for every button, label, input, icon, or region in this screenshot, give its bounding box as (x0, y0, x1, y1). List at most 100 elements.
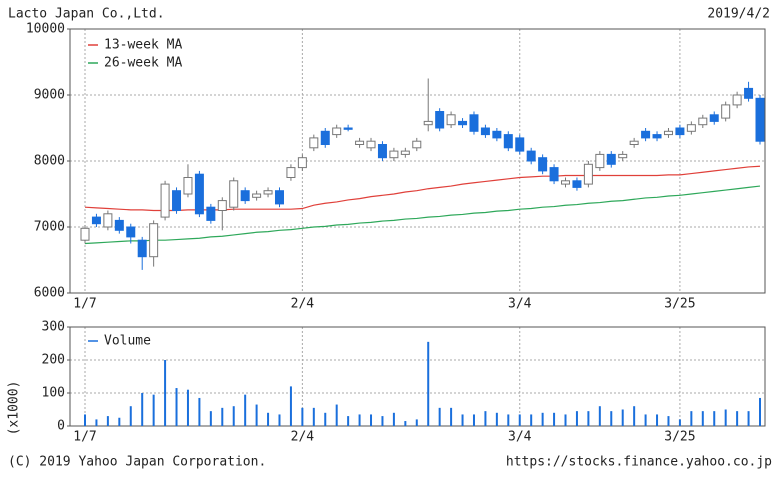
y-axis-label: (x1000) (7, 381, 22, 436)
candle-body (675, 127, 685, 136)
candle-body (641, 130, 651, 139)
candle-body (583, 163, 593, 185)
volume-bar (198, 397, 201, 426)
volume-bar (690, 411, 693, 426)
candle-body (377, 144, 387, 159)
volume-bar (358, 414, 361, 426)
volume-bar (84, 414, 86, 426)
volume-bar (541, 412, 544, 426)
volume-bar (518, 414, 521, 426)
ma-line (84, 185, 761, 245)
volume-bar (152, 394, 155, 426)
y-tick-label: 100 (42, 386, 65, 401)
candle-body (366, 140, 376, 149)
candle-body (91, 216, 101, 225)
y-tick-label: 300 (42, 320, 65, 335)
volume-bar (278, 414, 281, 426)
candle-body (355, 140, 365, 145)
x-tick-label: 2/4 (291, 297, 315, 312)
volume-bar (324, 412, 327, 426)
volume-bar (656, 414, 659, 426)
candle-body (663, 130, 673, 136)
y-tick-label: 6000 (34, 286, 65, 301)
candle-body (686, 124, 696, 132)
candle-body (389, 150, 399, 159)
plot-frame (69, 326, 766, 427)
candle-body (526, 150, 536, 162)
volume-bar (312, 407, 315, 426)
volume-bar (701, 411, 704, 426)
candle-body (80, 227, 90, 241)
y-tick-label: 8000 (34, 154, 65, 169)
legend-label: Volume (104, 334, 151, 349)
candle-body (183, 177, 193, 195)
candle-body (297, 157, 307, 169)
volume-bar (347, 416, 350, 426)
volume-bar (289, 386, 292, 426)
volume-bar (724, 409, 727, 426)
candle-body (629, 140, 639, 145)
volume-bar (404, 421, 407, 426)
candle-body (263, 190, 273, 195)
y-tick-label: 10000 (26, 22, 65, 37)
volume-bar (186, 389, 189, 426)
candle-body (595, 153, 605, 169)
volume-bar (392, 412, 395, 426)
volume-bar (370, 414, 373, 426)
candle-body (343, 127, 353, 130)
volume-bar (129, 406, 132, 426)
y-tick-label: 9000 (34, 88, 65, 103)
candle-body (412, 140, 422, 149)
candle-body (103, 213, 113, 228)
candle-body (286, 167, 296, 179)
candle-body (332, 127, 342, 136)
volume-bar (164, 360, 167, 426)
x-tick-label: 3/4 (508, 297, 532, 312)
volume-bar (553, 412, 556, 426)
volume-bar (209, 411, 212, 426)
candle-body (721, 104, 731, 119)
volume-bar (507, 414, 510, 426)
volume-bar (438, 407, 441, 426)
volume-bar (301, 407, 304, 426)
candle-body (160, 183, 170, 218)
x-tick-label: 2/4 (291, 430, 315, 445)
volume-bar (598, 406, 601, 426)
candle-body (492, 130, 502, 139)
volume-bar (450, 407, 453, 426)
candle-body (206, 206, 216, 221)
volume-bar (415, 419, 418, 426)
candle-body (274, 190, 284, 205)
candle-body (252, 193, 262, 198)
y-tick-label: 200 (42, 353, 65, 368)
candle-body (572, 180, 582, 188)
candle-body (549, 167, 559, 182)
date: 2019/4/2 (707, 7, 770, 22)
volume-bar (267, 412, 270, 426)
candle-body (217, 200, 227, 212)
candle-body (172, 190, 182, 211)
volume-bar (461, 414, 464, 426)
candle-body (149, 223, 159, 258)
y-tick-label: 0 (57, 419, 65, 434)
volume-bar (427, 341, 430, 426)
volume-bar (621, 409, 624, 426)
volume-bar (255, 404, 258, 426)
candle-body (137, 239, 147, 258)
source-url: https://stocks.finance.yahoo.co.jp (506, 455, 772, 470)
candle-body (469, 114, 479, 132)
volume-bar (644, 414, 647, 426)
candle-body (652, 134, 662, 139)
volume-bar (232, 406, 235, 426)
candle-body (538, 157, 548, 172)
candle-body (458, 120, 468, 126)
x-tick-label: 1/7 (73, 297, 96, 312)
volume-bar (118, 417, 121, 426)
volume-bar (530, 414, 533, 426)
candle-body (400, 150, 410, 155)
volume-bar (381, 416, 384, 426)
candle-body (229, 180, 239, 208)
volume-bar (678, 419, 681, 426)
x-tick-label: 3/25 (664, 430, 695, 445)
